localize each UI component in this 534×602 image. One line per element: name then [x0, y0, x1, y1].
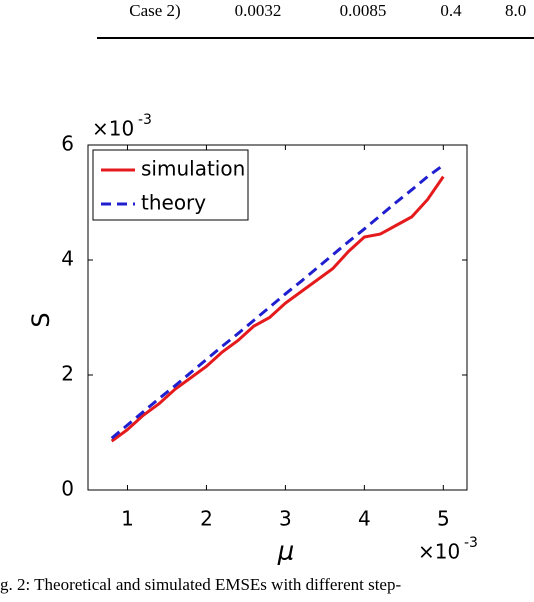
y-tick-label: 6 [61, 132, 74, 156]
x-tick-label: 5 [437, 507, 450, 531]
x-tick-label: 4 [358, 507, 371, 531]
x-tick-label: 2 [200, 507, 213, 531]
y-axis-label: S [27, 312, 55, 327]
x-axis-label: μ [277, 537, 295, 567]
y-tick-label: 0 [61, 477, 74, 501]
x-exponent: -3 [464, 535, 478, 551]
x-tick-label: 3 [279, 507, 292, 531]
y-exponent: -3 [138, 112, 152, 128]
y-multiplier: ×10 [92, 117, 134, 141]
legend-label: theory [141, 191, 206, 215]
y-tick-label: 2 [61, 362, 74, 386]
table-cell: 0.0085 [340, 1, 387, 20]
caption: g. 2: Theoretical and simulated EMSEs wi… [0, 575, 401, 594]
x-multiplier: ×10 [418, 540, 460, 564]
series-line [110, 163, 445, 440]
legend-label: simulation [141, 157, 245, 181]
legend-box [92, 149, 249, 221]
y-tick-label: 4 [61, 247, 74, 271]
x-tick-label: 1 [121, 507, 134, 531]
table-cell: 0.4 [440, 1, 462, 20]
series-line [110, 175, 445, 443]
table-cell: Case 2) [129, 1, 180, 20]
table-cell: 0.0032 [235, 1, 282, 20]
table-cell: 8.0 [505, 1, 526, 20]
